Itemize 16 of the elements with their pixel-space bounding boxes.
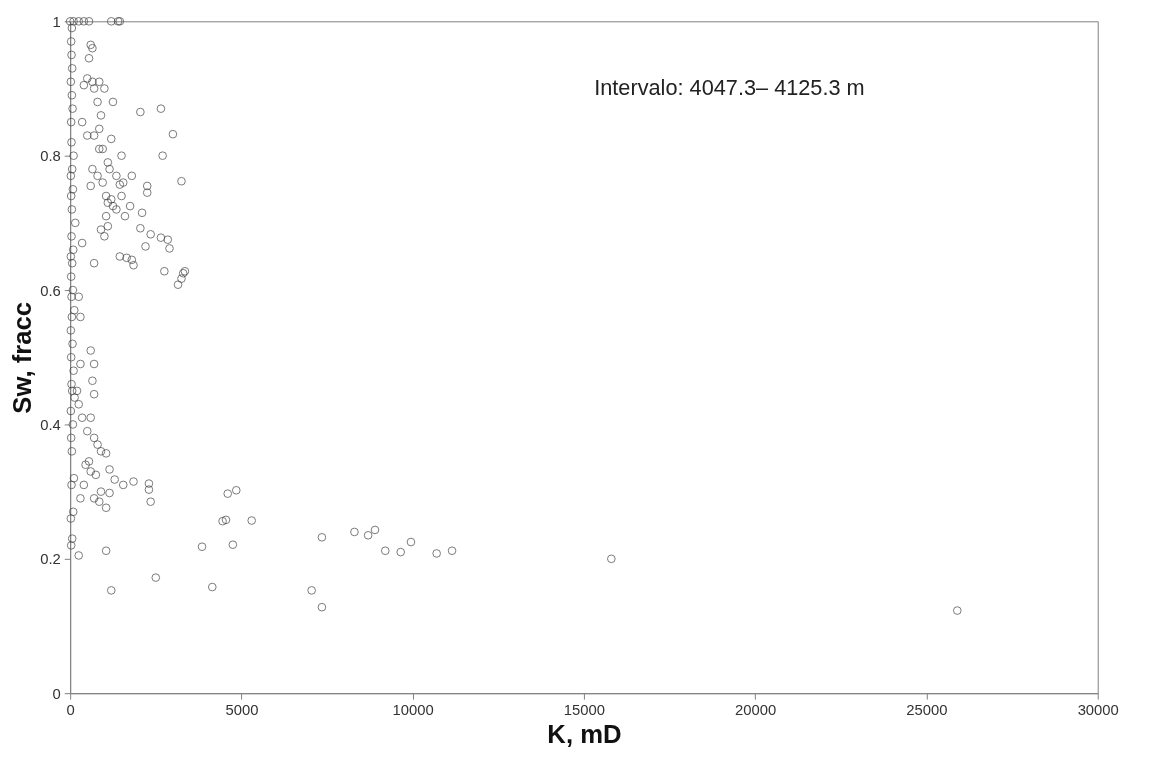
y-tick-label: 0.4	[40, 416, 61, 433]
x-tick-label: 0	[66, 702, 75, 719]
x-tick-label: 15000	[563, 702, 606, 719]
y-tick-label: 1	[52, 13, 61, 30]
annotation: Intervalo: 4047.3– 4125.3 m	[594, 75, 865, 101]
x-axis-title: K, mD	[547, 720, 622, 749]
x-tick-label: 20000	[735, 702, 777, 719]
x-tick-label: 10000	[392, 702, 434, 719]
x-tick-label: 25000	[906, 702, 948, 719]
y-tick-label: 0.2	[40, 551, 61, 568]
x-tick-label: 30000	[1077, 702, 1119, 719]
y-tick-label: 0.8	[40, 148, 61, 165]
x-tick-label: 5000	[225, 702, 259, 719]
y-tick-label: 0	[52, 685, 61, 702]
y-tick-label: 0.6	[40, 282, 61, 299]
y-axis-title: Sw, fracc	[8, 301, 37, 414]
